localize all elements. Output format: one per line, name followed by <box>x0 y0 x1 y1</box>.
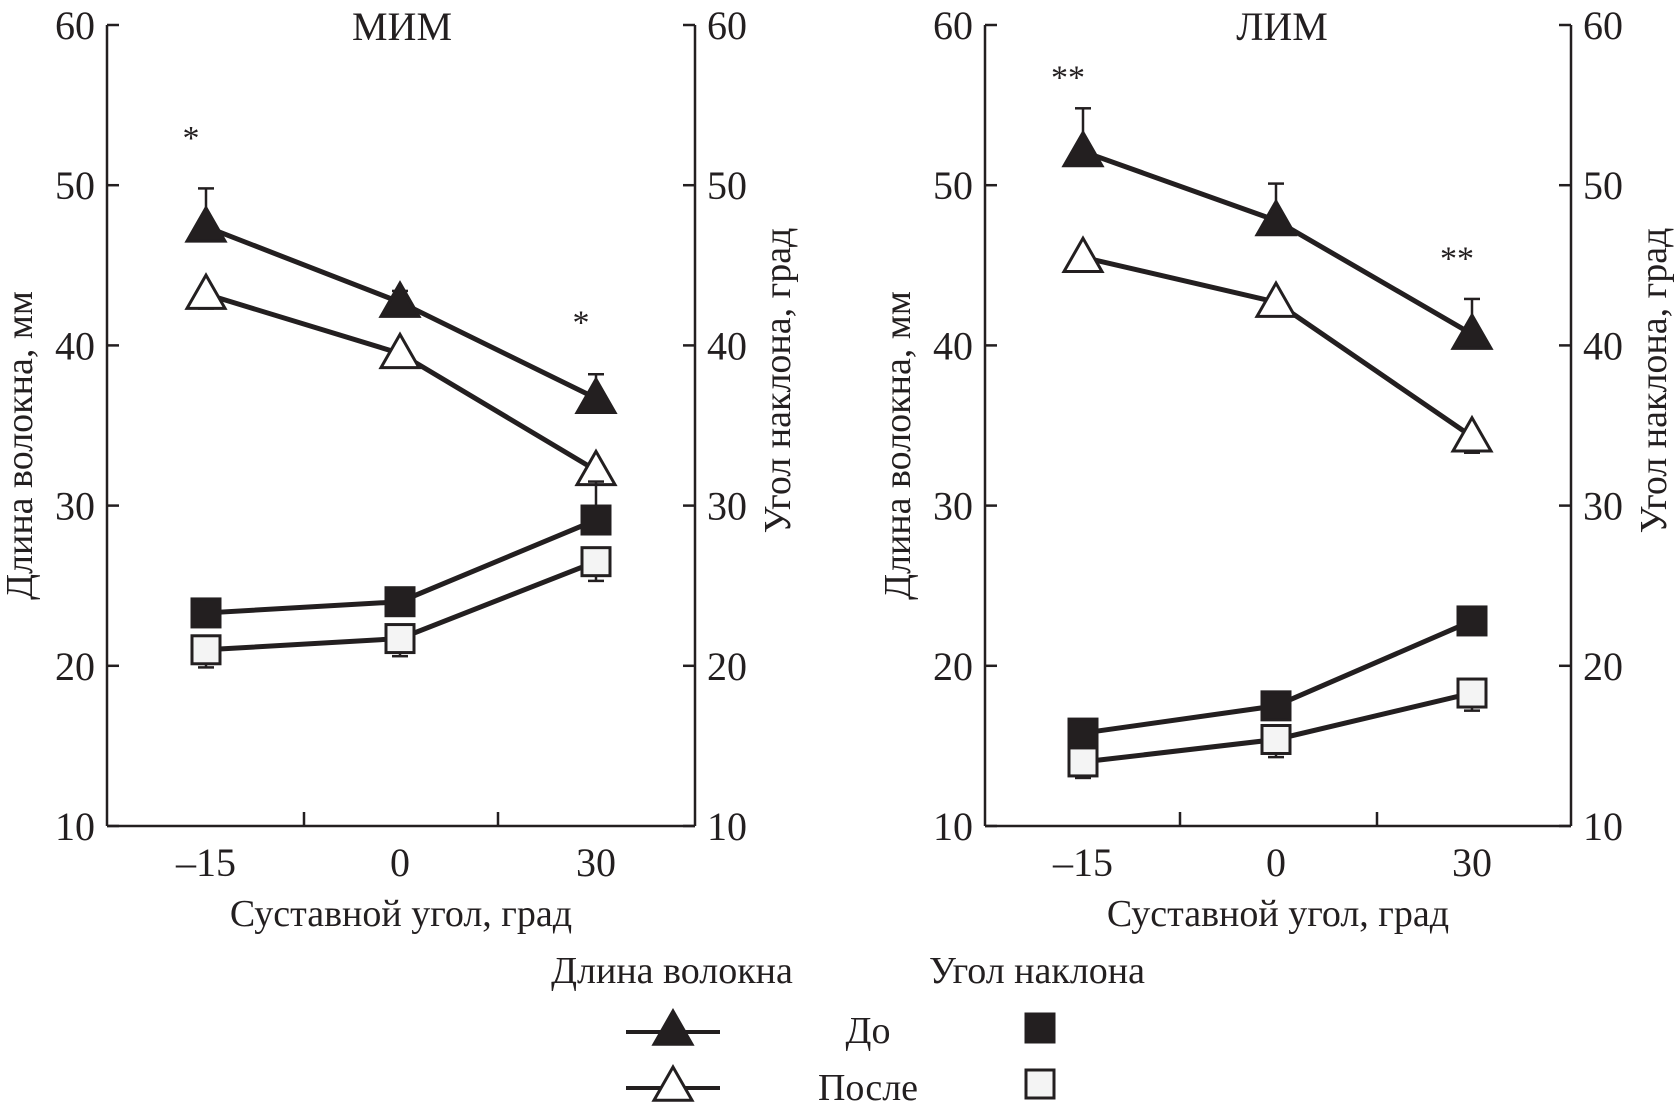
y-tick-label-right: 10 <box>1583 804 1623 849</box>
series-line <box>205 291 598 473</box>
significance-marker: * <box>183 120 200 157</box>
data-point <box>384 623 416 655</box>
data-point <box>384 586 416 618</box>
legend-square-marker <box>1024 1012 1056 1044</box>
significance-marker: ** <box>1051 59 1085 96</box>
y-tick-label-left: 40 <box>55 323 95 368</box>
y-axis-title-left: Длина волокна, мм <box>877 291 919 600</box>
data-point <box>1260 723 1292 755</box>
series-3 <box>190 546 612 669</box>
series-1 <box>1061 235 1494 454</box>
x-tick-label: 30 <box>576 840 616 885</box>
x-tick-label: –15 <box>1052 840 1113 885</box>
data-point <box>580 546 612 578</box>
series-0 <box>1061 107 1494 350</box>
data-point <box>1061 235 1105 274</box>
data-point <box>378 331 422 370</box>
y-tick-label-left: 20 <box>933 644 973 689</box>
y-tick-label-right: 10 <box>707 804 747 849</box>
y-tick-label-left: 40 <box>933 323 973 368</box>
data-point <box>580 504 612 536</box>
data-point <box>1067 746 1099 778</box>
series-1 <box>184 272 618 487</box>
legend-label-after: После <box>818 1067 918 1109</box>
y-tick-label-left: 60 <box>55 3 95 48</box>
data-point <box>1450 414 1494 453</box>
y-axis-title-right: Угол наклона, град <box>1633 228 1675 534</box>
data-point <box>1260 690 1292 722</box>
legend: Длина волокна Угол наклона До После <box>551 950 1145 1109</box>
panel-title: МИМ <box>352 4 452 49</box>
series-0 <box>184 187 618 415</box>
y-tick-label-right: 30 <box>1583 484 1623 529</box>
panel-mim: 10 10 20 20 30 30 40 40 50 50 60 60 –15 0 30 МИМ Суставн… <box>0 3 799 935</box>
legend-triangle-marker <box>651 1063 695 1102</box>
series-3 <box>1067 677 1488 780</box>
data-point <box>184 272 228 310</box>
data-point <box>1456 677 1488 709</box>
legend-header-pennation-angle: Угол наклона <box>929 950 1145 992</box>
y-tick-label-left: 50 <box>55 163 95 208</box>
y-tick-label-right: 30 <box>707 484 747 529</box>
panel-lim: 10 10 20 20 30 30 40 40 50 50 60 60 –15 0 30 ЛИМ Суставн… <box>877 3 1675 935</box>
data-point <box>190 634 222 666</box>
y-tick-label-left: 20 <box>55 644 95 689</box>
y-tick-label-right: 40 <box>707 323 747 368</box>
y-tick-label-right: 50 <box>707 163 747 208</box>
y-tick-label-right: 40 <box>1583 323 1623 368</box>
y-axis-title-right: Угол наклона, град <box>757 228 799 534</box>
data-point <box>1456 605 1488 637</box>
y-tick-label-right: 20 <box>1583 644 1623 689</box>
legend-square-marker <box>1024 1068 1056 1100</box>
y-tick-label-left: 10 <box>55 804 95 849</box>
data-point <box>1067 717 1099 749</box>
data-point <box>378 280 422 318</box>
y-axis-title-left: Длина волокна, мм <box>0 291 41 600</box>
x-tick-label: 0 <box>390 840 410 885</box>
panel-title: ЛИМ <box>1236 4 1328 49</box>
y-tick-label-left: 30 <box>55 484 95 529</box>
x-axis-title: Суставной угол, град <box>230 893 572 935</box>
data-point <box>1061 129 1105 168</box>
data-point <box>1254 280 1298 318</box>
data-point <box>1254 198 1298 237</box>
y-tick-label-left: 10 <box>933 804 973 849</box>
y-tick-label-left: 50 <box>933 163 973 208</box>
legend-triangle-marker <box>651 1007 695 1046</box>
y-tick-label-left: 60 <box>933 3 973 48</box>
y-tick-label-right: 20 <box>707 644 747 689</box>
x-tick-label: 0 <box>1266 840 1286 885</box>
data-point <box>1450 312 1494 350</box>
y-tick-label-right: 60 <box>707 3 747 48</box>
significance-marker: * <box>573 304 590 341</box>
data-point <box>574 448 618 487</box>
series-2 <box>1067 605 1488 749</box>
x-axis-title: Суставной угол, град <box>1107 893 1449 935</box>
y-tick-label-left: 30 <box>933 484 973 529</box>
legend-header-fiber-length: Длина волокна <box>551 950 793 992</box>
x-tick-label: 30 <box>1452 840 1492 885</box>
data-point <box>574 376 618 415</box>
series-2 <box>190 480 612 629</box>
significance-marker: ** <box>1440 240 1474 277</box>
data-point <box>184 204 228 243</box>
y-tick-label-right: 50 <box>1583 163 1623 208</box>
legend-label-before: До <box>846 1010 891 1052</box>
y-tick-label-right: 60 <box>1583 3 1623 48</box>
data-point <box>190 597 222 629</box>
x-tick-label: –15 <box>175 840 236 885</box>
